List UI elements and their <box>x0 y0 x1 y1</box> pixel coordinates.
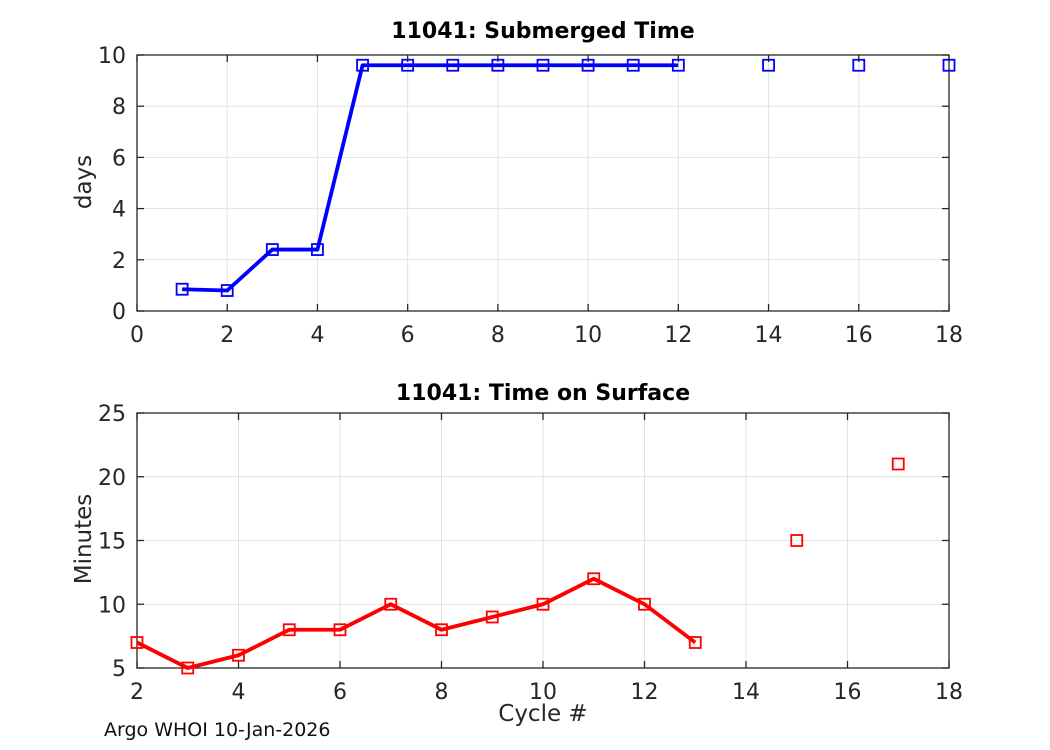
surface-minutes-connected-marker <box>587 572 601 586</box>
x-tick-label: 10 <box>574 323 602 348</box>
submerged-days-connected-marker <box>265 243 279 256</box>
y-tick-label: 2 <box>112 249 126 274</box>
cycle-axis-label: Cycle # <box>498 701 588 727</box>
y-tick-label: 4 <box>112 198 126 223</box>
surface-minutes-connected-marker <box>181 661 195 675</box>
submerged-days-connected-marker <box>220 284 234 297</box>
y-tick-label: 25 <box>98 402 126 427</box>
submerged-days-connected-marker <box>581 58 595 72</box>
surface-minutes-isolated-markers-marker <box>790 534 804 547</box>
x-tick-label: 14 <box>755 323 783 348</box>
x-tick-label: 4 <box>310 323 324 348</box>
submerged-days-isolated-markers-marker <box>852 58 866 72</box>
x-tick-label: 0 <box>130 323 144 348</box>
submerged-days-connected-line <box>182 63 679 293</box>
y-tick-label: 15 <box>98 530 126 555</box>
surface-minutes-connected-marker <box>130 636 144 649</box>
x-tick-label: 6 <box>333 680 347 705</box>
surface-minutes-connected-marker <box>232 648 245 662</box>
y-tick-label: 0 <box>112 300 126 325</box>
x-tick-label: 12 <box>631 680 659 705</box>
surface-minutes-connected-marker <box>638 597 651 611</box>
x-tick-label: 12 <box>664 323 692 348</box>
submerged-days-connected-marker <box>536 58 550 72</box>
y-tick-label: 6 <box>112 146 126 171</box>
surface-minutes-connected-marker <box>536 597 550 611</box>
surface-minutes-connected-line <box>136 576 697 670</box>
days-axis-label: days <box>71 154 97 210</box>
time-on-surface-title: 11041: Time on Surface <box>395 381 691 406</box>
x-tick-label: 8 <box>491 323 505 348</box>
surface-minutes-connected-marker <box>333 623 347 637</box>
y-tick-label: 20 <box>98 466 126 491</box>
submerged-days-connected-marker <box>671 58 685 72</box>
x-tick-label: 16 <box>845 323 873 348</box>
figure-footer: Argo WHOI 10-Jan-2026 <box>104 719 331 741</box>
surface-minutes-connected-marker <box>282 623 296 637</box>
submerged-days-connected-marker <box>401 58 415 72</box>
submerged-time-title: 11041: Submerged Time <box>391 19 695 44</box>
submerged-days-connected-marker <box>356 58 369 72</box>
surface-minutes-connected-marker <box>485 610 499 624</box>
x-tick-label: 18 <box>935 323 963 348</box>
submerged-days-isolated-markers-marker <box>762 58 775 72</box>
y-tick-label: 10 <box>98 593 126 618</box>
x-tick-label: 8 <box>435 680 449 705</box>
submerged-days-isolated-markers-marker <box>942 58 956 72</box>
surface-minutes-connected-marker <box>384 597 398 611</box>
submerged-days-connected-marker <box>626 58 640 72</box>
surface-minutes-isolated-markers-marker <box>891 457 905 471</box>
y-tick-label: 10 <box>98 44 126 69</box>
submerged-days-connected-marker <box>491 58 505 72</box>
y-tick-label: 5 <box>112 657 126 682</box>
minutes-axis-label: Minutes <box>71 493 97 585</box>
chart-1-plot-area: 2 4 6 8 10 12 14 16 18 5 10 15 20 25 <box>98 402 963 705</box>
submerged-days-connected-marker <box>175 282 189 296</box>
submerged-days-connected-marker <box>311 243 324 256</box>
x-tick-label: 2 <box>130 680 144 705</box>
x-tick-label: 16 <box>834 680 862 705</box>
x-tick-label: 14 <box>732 680 760 705</box>
surface-minutes-connected-marker <box>688 636 702 649</box>
x-tick-label: 4 <box>232 680 246 705</box>
axis-box <box>136 54 950 312</box>
x-tick-label: 10 <box>529 680 557 705</box>
chart-0-plot-area: 0 2 4 6 8 10 12 14 16 18 0 2 4 6 8 10 <box>98 44 963 348</box>
x-tick-label: 6 <box>401 323 415 348</box>
y-tick-label: 8 <box>112 95 126 120</box>
submerged-days-connected-marker <box>446 58 460 72</box>
x-tick-label: 2 <box>220 323 234 348</box>
x-tick-label: 18 <box>935 680 963 705</box>
surface-minutes-connected-marker <box>435 623 448 637</box>
